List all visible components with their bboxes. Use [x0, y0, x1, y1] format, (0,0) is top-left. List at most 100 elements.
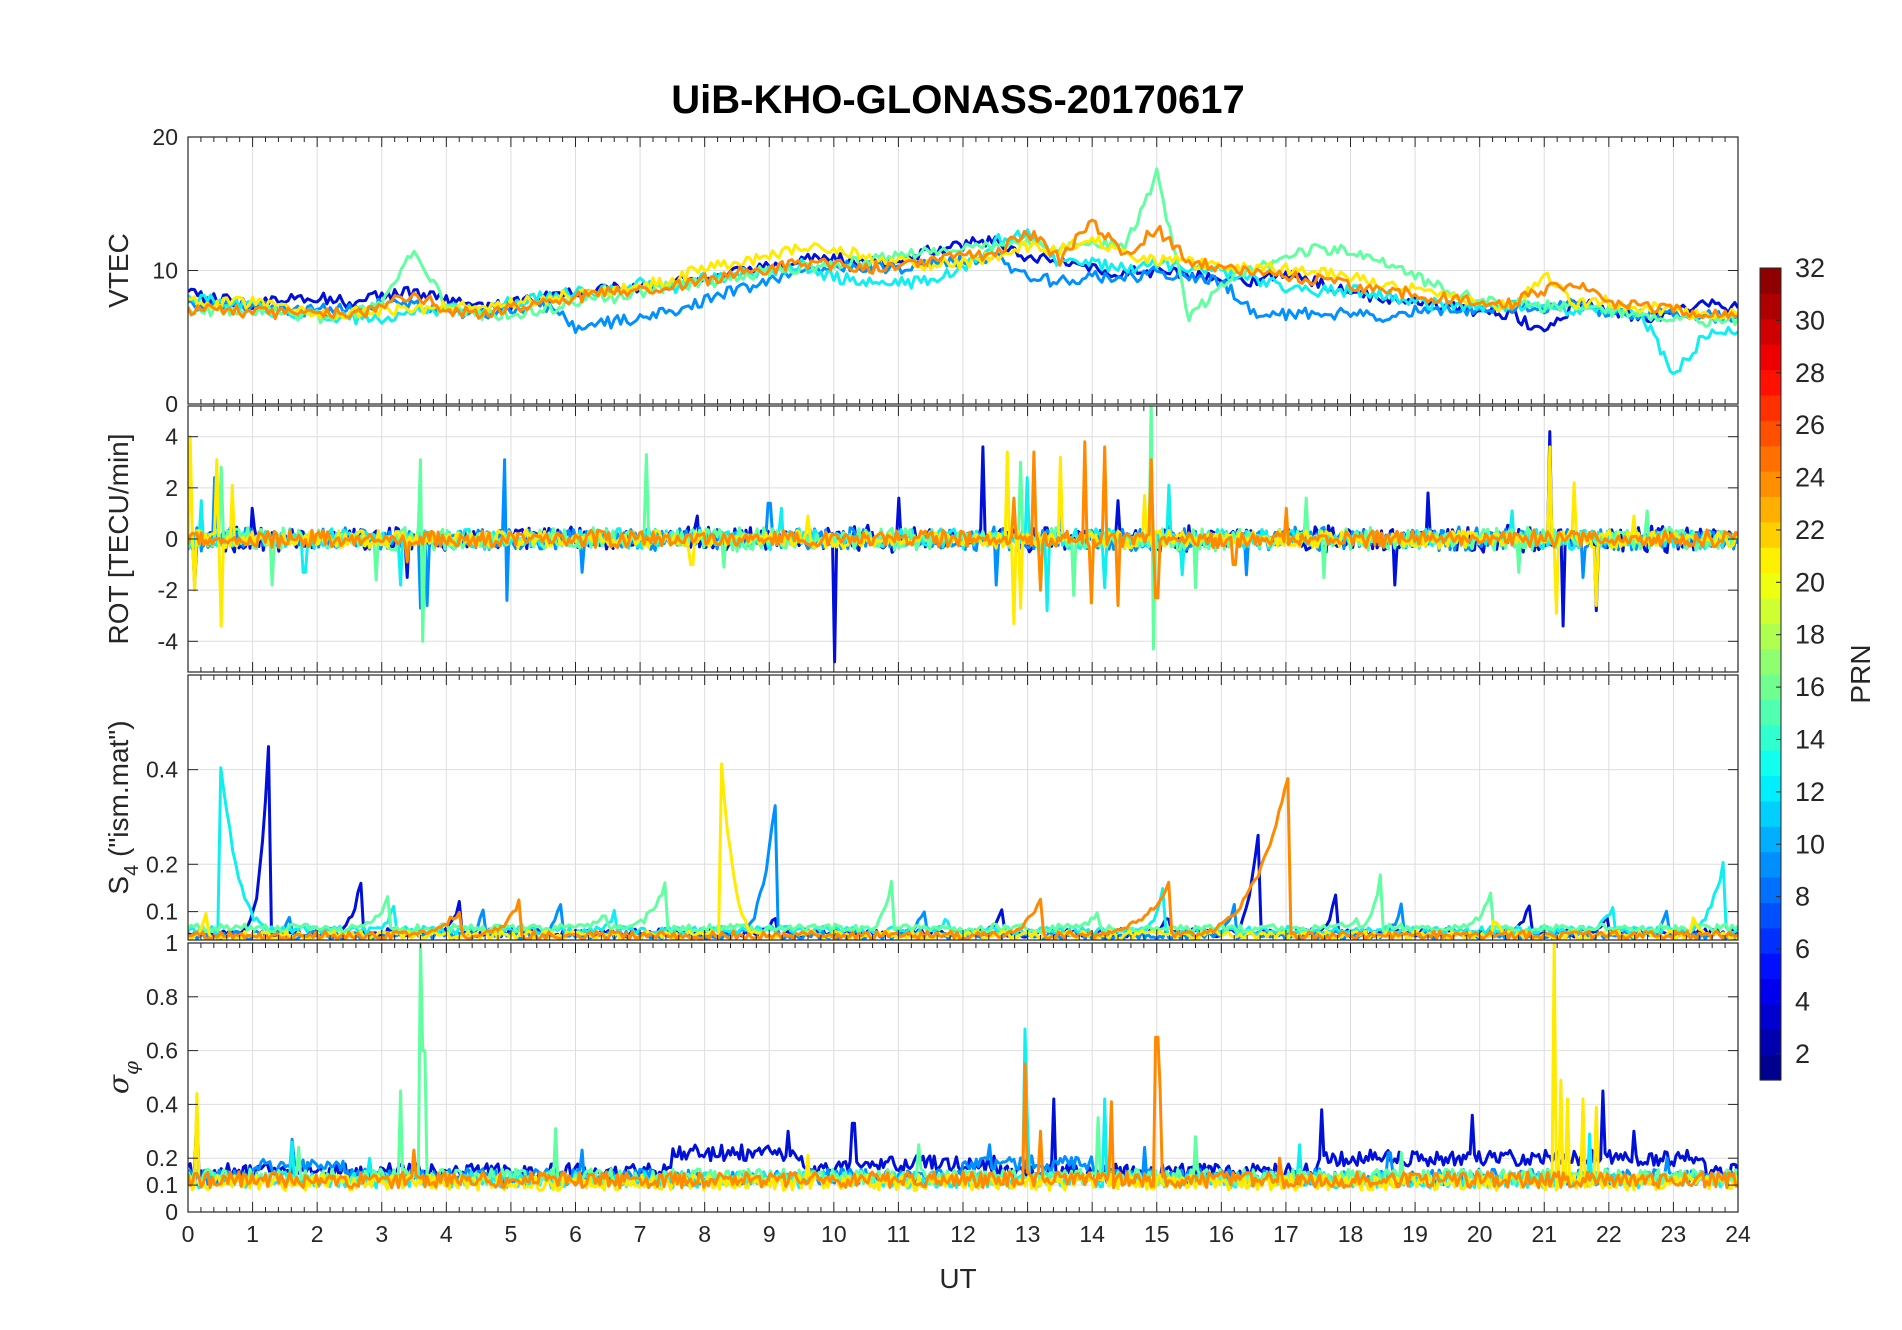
colorbar-bin — [1760, 877, 1781, 903]
colorbar-bin — [1760, 978, 1781, 1005]
x-tick-label: 21 — [1531, 1221, 1557, 1247]
x-tick-label: 13 — [1015, 1221, 1041, 1247]
colorbar-bin — [1760, 597, 1781, 624]
colorbar-tick-label: 14 — [1795, 724, 1825, 754]
colorbar-bin — [1760, 724, 1781, 751]
ticks-sigma_phi: 00.10.2 0.4 0.6 0.8 1 — [146, 930, 1739, 1225]
x-tick-label: 0 — [182, 1221, 195, 1247]
colorbar-bin — [1760, 927, 1781, 954]
series-sigma_phi — [188, 943, 1738, 1192]
x-axis-label: UT — [939, 1263, 976, 1294]
y-tick-label: 0.1 — [146, 899, 178, 925]
x-tick-label: 1 — [246, 1221, 259, 1247]
colorbar-bin — [1760, 1054, 1781, 1081]
series-rot — [188, 406, 1738, 664]
ticks-s4: 0.1 0.2 0.4 — [146, 675, 1739, 940]
panel-sigma_phi: 00.10.2 0.4 0.6 0.8 1 σφ — [102, 930, 1739, 1225]
panel-s4: 0.1 0.2 0.4S4 ("ism.mat") — [103, 674, 1739, 941]
y-tick-label: 0.1 — [146, 1172, 178, 1198]
y-tick-label: 0.8 — [146, 984, 178, 1010]
y-tick-label: 0.4 — [146, 1091, 178, 1117]
ticks-vtec: 0 10 20 — [152, 124, 1739, 417]
x-tick-label: 3 — [375, 1221, 388, 1247]
colorbar-bin — [1760, 800, 1781, 827]
y-tick-label: 20 — [152, 124, 178, 150]
colorbar-bin — [1760, 1003, 1781, 1030]
colorbar-bin — [1760, 826, 1781, 853]
colorbar-tick-label: 18 — [1795, 620, 1825, 650]
y-tick-label: 10 — [152, 258, 178, 284]
x-tick-label: 23 — [1661, 1221, 1687, 1247]
y-tick-label: 0 — [165, 391, 178, 417]
x-tick-label: 17 — [1273, 1221, 1299, 1247]
colorbar-tick-label: 16 — [1795, 672, 1825, 702]
series-vtec — [188, 167, 1738, 376]
colorbar-bin — [1760, 293, 1781, 320]
y-axis-label-s4: S4 ("ism.mat") — [103, 720, 143, 894]
x-tick-label: 22 — [1596, 1221, 1622, 1247]
y-axis-label-rot: ROT [TECU/min] — [103, 433, 134, 644]
x-tick-label: 6 — [569, 1221, 582, 1247]
y-tick-label: 0.2 — [146, 1145, 178, 1171]
colorbar-tick-label: 32 — [1795, 253, 1825, 283]
x-tick-label: 5 — [505, 1221, 518, 1247]
colorbar-bin — [1760, 344, 1781, 371]
series-line-prn-21 — [188, 435, 1738, 628]
x-tick-label: 24 — [1725, 1221, 1751, 1247]
x-tick-label: 19 — [1402, 1221, 1428, 1247]
x-tick-labels: 0 1 2 3 4 5 6 7 8 9 10 11 12 13 14 15 16 17 18 19 20 21 22 23 24 — [182, 1221, 1751, 1247]
x-tick-label: 9 — [763, 1221, 776, 1247]
y-tick-label: 0.4 — [146, 757, 178, 783]
y-tick-label: 4 — [165, 424, 178, 450]
series-line-prn-23 — [188, 218, 1738, 321]
colorbar-bin — [1760, 674, 1781, 700]
colorbar-tick-label: 30 — [1795, 305, 1825, 335]
colorbar-bin — [1760, 572, 1781, 599]
colorbar-bin — [1760, 623, 1781, 650]
series-line-prn-23 — [188, 440, 1738, 607]
colorbar-label: PRN — [1845, 644, 1876, 703]
colorbar-bin — [1760, 496, 1781, 523]
x-tick-label: 10 — [821, 1221, 847, 1247]
y-tick-label: 0 — [165, 526, 178, 552]
colorbar-tick-label: 12 — [1795, 777, 1825, 807]
colorbar-tick-label: 26 — [1795, 410, 1825, 440]
y-tick-label: 2 — [165, 475, 178, 501]
colorbar-bin — [1760, 1029, 1781, 1056]
x-tick-label: 14 — [1079, 1221, 1105, 1247]
colorbar-bin — [1760, 394, 1781, 421]
x-tick-label: 15 — [1144, 1221, 1170, 1247]
colorbar-bin — [1760, 953, 1781, 980]
colorbar-bin — [1760, 318, 1781, 345]
ticks-rot: -4 -2 0 2 4 — [158, 406, 1739, 672]
chart-title: UiB-KHO-GLONASS-20170617 — [671, 78, 1245, 122]
colorbar-bin — [1760, 471, 1781, 497]
y-tick-label: 0.2 — [146, 851, 178, 877]
series-line-prn-23 — [188, 1035, 1738, 1190]
x-tick-label: 12 — [950, 1221, 976, 1247]
colorbar-tick-label: 10 — [1795, 829, 1825, 859]
colorbar-bin — [1760, 775, 1781, 802]
colorbar-tick-label: 6 — [1795, 934, 1810, 964]
colorbar-bin — [1760, 851, 1781, 878]
x-tick-label: 16 — [1209, 1221, 1235, 1247]
x-tick-label: 18 — [1338, 1221, 1364, 1247]
x-tick-label: 20 — [1467, 1221, 1493, 1247]
colorbar-bin — [1760, 699, 1781, 726]
panel-vtec: 0 10 20 VTEC — [103, 124, 1739, 417]
colorbar-tick-label: 20 — [1795, 567, 1825, 597]
x-tick-label: 7 — [634, 1221, 647, 1247]
y-tick-label: 0 — [165, 1199, 178, 1225]
x-tick-label: 4 — [440, 1221, 453, 1247]
colorbar-tick-label: 28 — [1795, 358, 1825, 388]
colorbar-bin — [1760, 369, 1781, 396]
series-line-prn-16 — [188, 167, 1738, 328]
y-tick-label: 0.6 — [146, 1038, 178, 1064]
colorbar-bin — [1760, 420, 1781, 447]
y-tick-label: -2 — [158, 577, 178, 603]
colorbar-bin — [1760, 547, 1781, 574]
colorbar-tick-label: 4 — [1795, 986, 1810, 1016]
